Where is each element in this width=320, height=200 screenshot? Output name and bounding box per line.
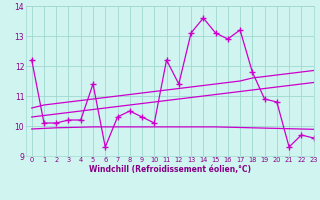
X-axis label: Windchill (Refroidissement éolien,°C): Windchill (Refroidissement éolien,°C) — [89, 165, 251, 174]
